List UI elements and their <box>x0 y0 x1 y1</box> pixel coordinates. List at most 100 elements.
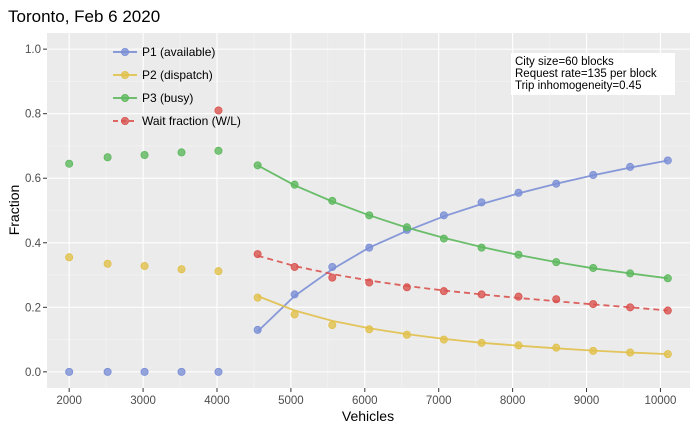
legend-item: Wait fraction (W/L) <box>113 114 241 128</box>
data-marks <box>65 106 672 376</box>
data-point <box>177 367 186 376</box>
data-point <box>663 274 672 283</box>
data-point <box>328 262 337 271</box>
data-point <box>552 295 561 304</box>
data-point <box>514 341 523 350</box>
data-point <box>477 243 486 252</box>
legend-item: P3 (busy) <box>113 91 193 105</box>
data-point <box>103 367 112 376</box>
y-tick-label: 0.8 <box>25 109 41 121</box>
legend-label: P1 (available) <box>142 45 215 59</box>
legend-item: P2 (dispatch) <box>113 68 213 82</box>
data-point <box>365 243 374 252</box>
data-point <box>514 188 523 197</box>
chart-title: Toronto, Feb 6 2020 <box>8 7 160 26</box>
series-3 <box>65 146 672 283</box>
y-tick-label: 0.2 <box>25 302 41 314</box>
data-point <box>177 148 186 157</box>
annotation-line-2: Request rate=135 per block <box>515 68 657 80</box>
y-tick-label: 0.6 <box>25 173 41 185</box>
data-point <box>365 211 374 220</box>
data-point <box>65 253 74 262</box>
data-point <box>65 159 74 168</box>
data-point <box>140 367 149 376</box>
legend-label: P2 (dispatch) <box>142 68 213 82</box>
data-point <box>214 106 223 115</box>
data-point <box>140 150 149 159</box>
series-2 <box>65 253 672 359</box>
x-tick-label: 8000 <box>500 395 526 407</box>
legend-key-point <box>121 94 130 103</box>
annotation-line-3: Trip inhomogeneity=0.45 <box>515 80 641 92</box>
x-tick-label: 5000 <box>278 395 304 407</box>
annotation-background <box>511 53 675 95</box>
data-point <box>552 258 561 267</box>
legend: P1 (available) P2 (dispatch) P3 (busy) Wait… <box>113 45 241 128</box>
data-point <box>253 293 262 302</box>
data-point <box>365 325 374 334</box>
series-fit-line <box>257 295 668 355</box>
y-tick-label: 1.0 <box>25 44 41 56</box>
data-point <box>402 283 411 292</box>
data-point <box>439 211 448 220</box>
data-point <box>103 153 112 162</box>
series-fit-line <box>257 164 668 280</box>
data-point <box>514 292 523 301</box>
data-point <box>365 278 374 287</box>
data-point <box>663 350 672 359</box>
data-point <box>328 273 337 282</box>
legend-key-point <box>121 48 130 57</box>
x-tick-label: 3000 <box>130 395 156 407</box>
data-point <box>663 306 672 315</box>
data-point <box>552 179 561 188</box>
data-point <box>253 250 262 259</box>
x-tick-label: 7000 <box>426 395 452 407</box>
data-point <box>514 250 523 259</box>
data-point <box>439 287 448 296</box>
data-point <box>214 267 223 276</box>
y-tick-label: 0.0 <box>25 367 41 379</box>
data-point <box>663 156 672 165</box>
legend-key-point <box>121 71 130 80</box>
data-point <box>214 367 223 376</box>
data-point <box>177 265 186 274</box>
legend-key-point <box>121 117 130 126</box>
x-tick-label: 4000 <box>204 395 230 407</box>
data-point <box>402 330 411 339</box>
data-point <box>65 367 74 376</box>
data-point <box>290 262 299 271</box>
data-point <box>103 259 112 268</box>
legend-item: P1 (available) <box>113 45 215 59</box>
data-point <box>290 290 299 299</box>
data-point <box>290 180 299 189</box>
data-point <box>626 348 635 357</box>
data-point <box>626 162 635 171</box>
x-tick-label: 9000 <box>574 395 600 407</box>
data-point <box>439 234 448 243</box>
legend-label: Wait fraction (W/L) <box>142 114 241 128</box>
series-fit-line <box>257 254 668 312</box>
data-point <box>253 161 262 170</box>
data-point <box>589 300 598 309</box>
data-point <box>552 343 561 352</box>
data-point <box>402 223 411 232</box>
y-axis-label: Fraction <box>6 185 22 236</box>
x-axis-label: Vehicles <box>342 408 394 424</box>
data-point <box>626 303 635 312</box>
data-point <box>253 325 262 334</box>
data-point <box>477 290 486 299</box>
data-point <box>477 338 486 347</box>
data-point <box>140 262 149 271</box>
data-point <box>439 335 448 344</box>
data-point <box>290 310 299 319</box>
x-tick-label: 6000 <box>352 395 378 407</box>
data-point <box>477 198 486 207</box>
data-point <box>626 269 635 278</box>
data-point <box>589 346 598 355</box>
data-point <box>328 321 337 330</box>
annotation-line-1: City size=60 blocks <box>515 56 614 68</box>
axis-ticks: 2000 3000 4000 5000 6000 7000 8000 9000 10000 0.0… <box>25 44 676 407</box>
data-point <box>589 170 598 179</box>
series-4 <box>214 106 672 315</box>
